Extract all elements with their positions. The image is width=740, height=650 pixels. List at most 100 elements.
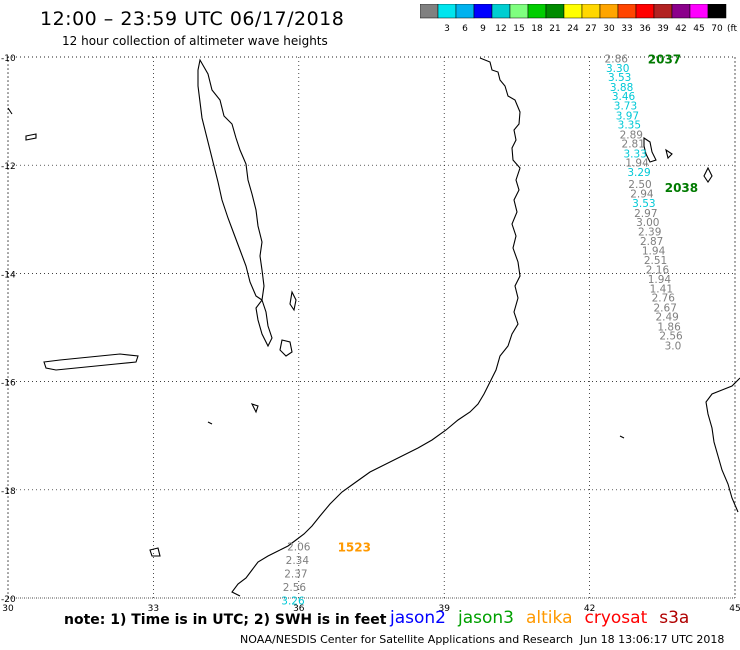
map-title: 12:00 – 23:59 UTC 06/17/2018 — [40, 8, 345, 30]
small-lake-west — [25, 133, 37, 141]
madagascar-coastline — [705, 377, 740, 513]
wave-height-value: 2.87 — [640, 236, 663, 248]
wave-height-value: 2.50 — [628, 179, 651, 191]
legend-tick-label: 27 — [585, 24, 596, 34]
legend-tick-label: 42 — [675, 24, 686, 34]
footnote: note: 1) Time is in UTC; 2) SWH is in fe… — [64, 612, 387, 628]
latitude-label: -16 — [1, 379, 16, 389]
wave-height-value: 3.73 — [614, 101, 637, 113]
wave-height-value: 2.67 — [654, 302, 677, 314]
wave-height-value: 3.30 — [606, 63, 629, 75]
grande-comore — [643, 136, 657, 163]
pass-time-label: 2037 — [648, 53, 681, 67]
longitude-label: 30 — [2, 604, 14, 614]
legend-tick-label: 6 — [462, 24, 468, 34]
coastline — [7, 57, 740, 597]
satellite-name-s3a: s3a — [659, 608, 690, 628]
legend-tick-label: 3 — [444, 24, 450, 34]
legend-tick-label: 45 — [693, 24, 704, 34]
lake-chilwa — [279, 339, 293, 357]
legend-tick-label: 12 — [495, 24, 506, 34]
wave-height-value: 3.0 — [665, 340, 682, 352]
africa-coastline — [279, 57, 521, 551]
small-lake-3 — [619, 435, 625, 439]
wave-height-value: 1.94 — [642, 246, 666, 258]
wave-height-value: 2.34 — [286, 555, 310, 567]
wave-height-value: 2.16 — [646, 265, 670, 277]
wave-height-value: 2.39 — [638, 227, 661, 239]
wave-height-value: 3.26 — [281, 596, 305, 608]
legend-tick-label: 39 — [657, 24, 669, 34]
wave-height-value: 2.94 — [630, 188, 654, 200]
generation-timestamp: Jun 18 13:06:17 UTC 2018 — [580, 633, 725, 646]
longitude-label: 36 — [293, 604, 305, 614]
wave-height-value: 3.53 — [632, 198, 655, 210]
wave-height-value: 2.51 — [644, 255, 667, 267]
latitude-label: -14 — [1, 270, 16, 280]
latitude-label: -10 — [1, 54, 16, 64]
latitude-label: -18 — [1, 487, 16, 497]
legend-tick-label: 9 — [480, 24, 486, 34]
wave-height-value: 2.97 — [634, 208, 657, 220]
lake-malawi-south-arm — [255, 298, 273, 348]
wave-height-value: 2.56 — [283, 582, 307, 594]
wave-height-value: 3.53 — [608, 72, 631, 84]
wave-height-value: 2.56 — [659, 331, 683, 343]
legend-tick-label: 33 — [621, 24, 632, 34]
wave-height-value: 1.86 — [657, 321, 681, 333]
wave-height-value: 3.33 — [623, 148, 646, 160]
wave-height-value: 3.46 — [612, 91, 636, 103]
legend-tick-label: 36 — [639, 24, 651, 34]
satellite-name-jason2: jason2 — [390, 608, 446, 628]
wave-height-value: 1.94 — [625, 157, 649, 169]
pass-time-label: 1523 — [338, 541, 371, 555]
wave-height-value: 2.86 — [605, 54, 629, 66]
legend-unit: (ft) — [727, 24, 738, 34]
wave-height-value: 2.37 — [284, 569, 307, 581]
satellite-name-jason3: jason3 — [458, 608, 514, 628]
anjouan-island — [665, 148, 673, 160]
coast-south-segment — [231, 549, 281, 597]
satellite-legend: jason2 jason3 altika cryosat s3a — [390, 608, 701, 628]
longitude-label: 42 — [584, 604, 595, 614]
mayotte-island — [703, 166, 713, 183]
wave-height-value: 3.00 — [636, 217, 659, 229]
legend-tick-label: 18 — [531, 24, 543, 34]
wave-height-value: 1.94 — [648, 274, 672, 286]
wave-height-value: 3.35 — [618, 120, 641, 132]
map-subtitle: 12 hour collection of altimeter wave hei… — [62, 34, 328, 48]
lake-malawi-shoreline — [197, 58, 265, 301]
small-lake-central — [250, 403, 259, 414]
longitude-label: 45 — [729, 604, 740, 614]
small-lake-1 — [207, 421, 213, 425]
pass-time-label: 2038 — [665, 181, 698, 195]
wave-height-value: 3.97 — [616, 110, 639, 122]
cahora-bassa-lake — [43, 353, 139, 371]
legend-swatch — [707, 4, 727, 19]
altimeter-tracks: 2.863.303.533.883.463.733.973.352.892.81… — [281, 53, 698, 608]
wave-height-value: 2.06 — [287, 542, 311, 554]
wave-height-value: 2.49 — [655, 312, 678, 324]
satellite-name-altika: altika — [526, 608, 573, 628]
legend-tick-label: 30 — [603, 24, 615, 34]
lake-malombe — [289, 290, 297, 312]
small-mark-west — [7, 107, 13, 115]
wave-height-value: 3.29 — [627, 167, 650, 179]
wave-height-value: 2.76 — [652, 293, 676, 305]
wave-height-value: 3.88 — [610, 82, 633, 94]
satellite-name-cryosat: cryosat — [584, 608, 648, 628]
small-lake-2 — [149, 547, 161, 557]
legend-tick-label: 24 — [567, 24, 579, 34]
wave-height-value: 2.81 — [622, 139, 645, 151]
latitude-label: -12 — [1, 162, 16, 172]
legend-tick-label: 70 — [711, 24, 723, 34]
longitude-label: 33 — [148, 604, 159, 614]
latitude-label: -20 — [1, 595, 16, 605]
legend-tick-label: 15 — [513, 24, 524, 34]
longitude-label: 39 — [438, 604, 450, 614]
credit-line: NOAA/NESDIS Center for Satellite Applica… — [240, 633, 574, 646]
wave-height-value: 1.41 — [650, 284, 673, 296]
